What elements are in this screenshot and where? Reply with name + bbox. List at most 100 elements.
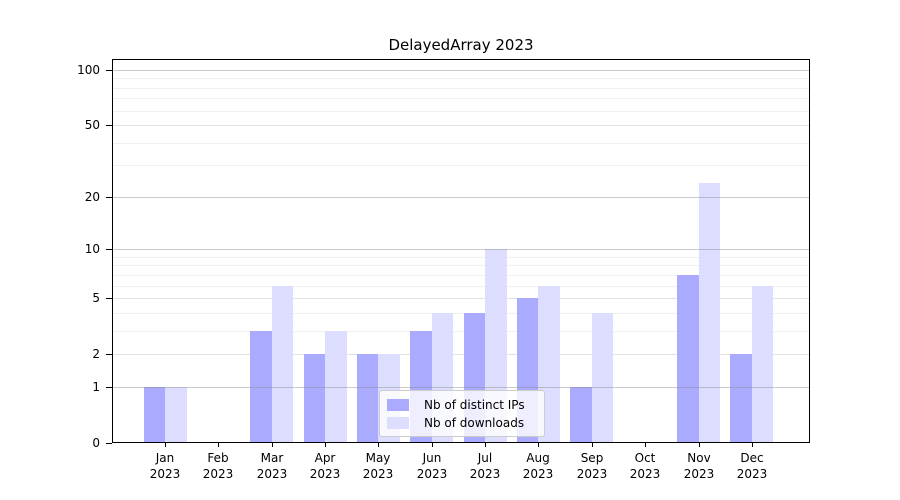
bar-distinct-ips-may (356, 354, 379, 443)
x-tick-year: 2023 (256, 467, 288, 481)
y-axis-tick-20 (106, 197, 112, 198)
x-tick-month: Apr (314, 451, 336, 465)
x-axis-tick-sep (592, 443, 593, 447)
bar-downloads-sep (591, 312, 614, 443)
gridline-4 (112, 313, 810, 314)
legend-swatch-distinct-ips (387, 399, 409, 411)
x-axis-tick-label-oct: Oct 2023 (613, 450, 677, 482)
bar-downloads-apr (325, 331, 347, 443)
gridline-3 (112, 331, 810, 332)
x-tick-month: Nov (687, 451, 711, 465)
bar-distinct-ips-dec (730, 354, 752, 443)
x-axis-tick-label-jun: Jun 2023 (400, 450, 464, 482)
bar-distinct-ips-jan (143, 387, 165, 443)
bar-downloads-jan (165, 387, 187, 443)
x-tick-month: Oct (634, 451, 656, 465)
gridline-80 (112, 88, 810, 89)
bar-distinct-ips-nov (677, 274, 699, 443)
x-tick-month: Jul (477, 451, 493, 465)
x-tick-year: 2023 (522, 467, 554, 481)
gridline-8 (112, 265, 810, 266)
gridline-40 (112, 143, 810, 144)
bar-distinct-ips-sep (570, 387, 592, 443)
x-axis-tick-oct (645, 443, 646, 447)
x-axis-tick-label-sep: Sep 2023 (560, 450, 624, 482)
gridline-30 (112, 165, 810, 166)
legend-swatch-downloads (387, 417, 409, 429)
x-axis-tick-label-apr: Apr 2023 (293, 450, 357, 482)
x-axis-tick-jan (165, 443, 166, 447)
x-tick-year: 2023 (416, 467, 448, 481)
y-axis-tick-label-0: 0 (92, 436, 100, 450)
bar-downloads-dec (751, 285, 774, 443)
x-tick-year: 2023 (629, 467, 661, 481)
gridline-10 (112, 249, 810, 250)
chart-title: DelayedArray 2023 (388, 36, 534, 54)
x-tick-year: 2023 (202, 467, 234, 481)
y-axis-tick-0 (106, 443, 112, 444)
y-axis-tick-100 (106, 70, 112, 71)
y-axis-tick-label-50: 50 (84, 118, 100, 132)
y-axis-tick-5 (106, 298, 112, 299)
gridline-1 (112, 387, 810, 388)
bar-distinct-ips-mar (250, 331, 272, 443)
gridline-100 (112, 70, 810, 71)
x-tick-year: 2023 (736, 467, 768, 481)
x-axis-tick-label-mar: Mar 2023 (240, 450, 304, 482)
legend-item-distinct-ips: Nb of distinct IPs (387, 396, 544, 414)
y-axis-tick-label-1: 1 (92, 380, 100, 394)
x-tick-month: Jan (155, 451, 175, 465)
legend: Nb of distinct IPs Nb of downloads (379, 390, 545, 437)
x-tick-year: 2023 (362, 467, 394, 481)
gridline-6 (112, 286, 810, 287)
gridline-50 (112, 125, 810, 126)
bar-distinct-ips-apr (303, 354, 326, 443)
bar-downloads-mar (271, 285, 294, 443)
x-axis-tick-nov (699, 443, 700, 447)
x-axis-tick-label-jan: Jan 2023 (133, 450, 197, 482)
gridline-7 (112, 275, 810, 276)
x-axis-tick-aug (538, 443, 539, 447)
y-axis-tick-50 (106, 125, 112, 126)
x-axis-tick-apr (325, 443, 326, 447)
legend-label-downloads: Nb of downloads (424, 416, 525, 430)
legend-label-distinct-ips: Nb of distinct IPs (424, 398, 525, 412)
x-axis-tick-dec (752, 443, 753, 447)
x-tick-year: 2023 (683, 467, 715, 481)
y-axis-tick-label-2: 2 (92, 347, 100, 361)
x-axis-tick-may (378, 443, 379, 447)
y-axis-tick-10 (106, 249, 112, 250)
gridline-90 (112, 78, 810, 79)
y-axis-tick-label-10: 10 (84, 242, 100, 256)
plot-area (112, 59, 810, 443)
x-tick-year: 2023 (469, 467, 501, 481)
x-axis-tick-label-jul: Jul 2023 (453, 450, 517, 482)
gridline-60 (112, 111, 810, 112)
x-axis-tick-feb (218, 443, 219, 447)
x-tick-month: May (365, 451, 391, 465)
x-tick-month: Aug (526, 451, 550, 465)
x-tick-month: Dec (740, 451, 764, 465)
x-tick-year: 2023 (309, 467, 341, 481)
x-axis-tick-label-may: May 2023 (346, 450, 410, 482)
y-axis-tick-label-5: 5 (92, 291, 100, 305)
x-tick-year: 2023 (576, 467, 608, 481)
x-tick-month: Jun (422, 451, 442, 465)
x-axis-tick-mar (272, 443, 273, 447)
gridline-5 (112, 298, 810, 299)
x-axis-tick-label-aug: Aug 2023 (506, 450, 570, 482)
y-axis-tick-2 (106, 354, 112, 355)
x-tick-year: 2023 (149, 467, 181, 481)
x-axis-tick-label-dec: Dec 2023 (720, 450, 784, 482)
x-axis-tick-jun (432, 443, 433, 447)
y-axis-tick-label-100: 100 (77, 63, 100, 77)
gridline-2 (112, 354, 810, 355)
x-tick-month: Mar (260, 451, 284, 465)
gridline-9 (112, 257, 810, 258)
legend-item-downloads: Nb of downloads (387, 414, 544, 432)
y-axis-tick-label-20: 20 (84, 190, 100, 204)
gridline-70 (112, 98, 810, 99)
x-axis-tick-label-feb: Feb 2023 (186, 450, 250, 482)
x-axis-tick-jul (485, 443, 486, 447)
